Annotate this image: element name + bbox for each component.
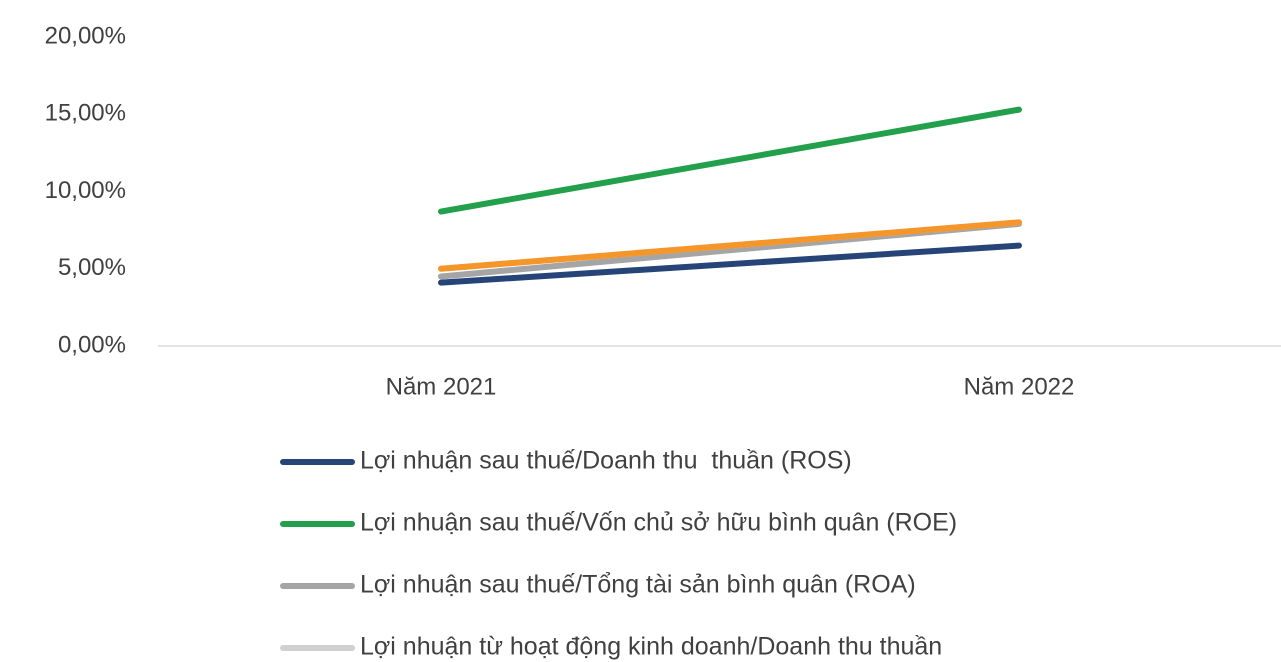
y-tick-label: 5,00% xyxy=(58,254,126,281)
y-tick-label: 10,00% xyxy=(45,177,126,204)
y-tick-label: 20,00% xyxy=(45,22,126,49)
y-tick-label: 15,00% xyxy=(45,100,126,127)
y-tick-label: 0,00% xyxy=(58,331,126,358)
x-tick-label: Năm 2021 xyxy=(386,373,497,400)
legend-label: Lợi nhuận sau thuế/Tổng tài sản bình quâ… xyxy=(360,571,916,599)
legend-label: Lợi nhuận sau thuế/Doanh thu thuần (ROS) xyxy=(360,447,852,475)
series-line xyxy=(438,106,1022,215)
series-line xyxy=(438,242,1022,286)
legend-label: Lợi nhuận từ hoạt động kinh doanh/Doanh … xyxy=(360,633,942,661)
x-tick-label: Năm 2022 xyxy=(964,373,1075,400)
series-line xyxy=(438,219,1022,272)
legend-label: Lợi nhuận sau thuế/Vốn chủ sở hữu bình q… xyxy=(360,509,957,537)
